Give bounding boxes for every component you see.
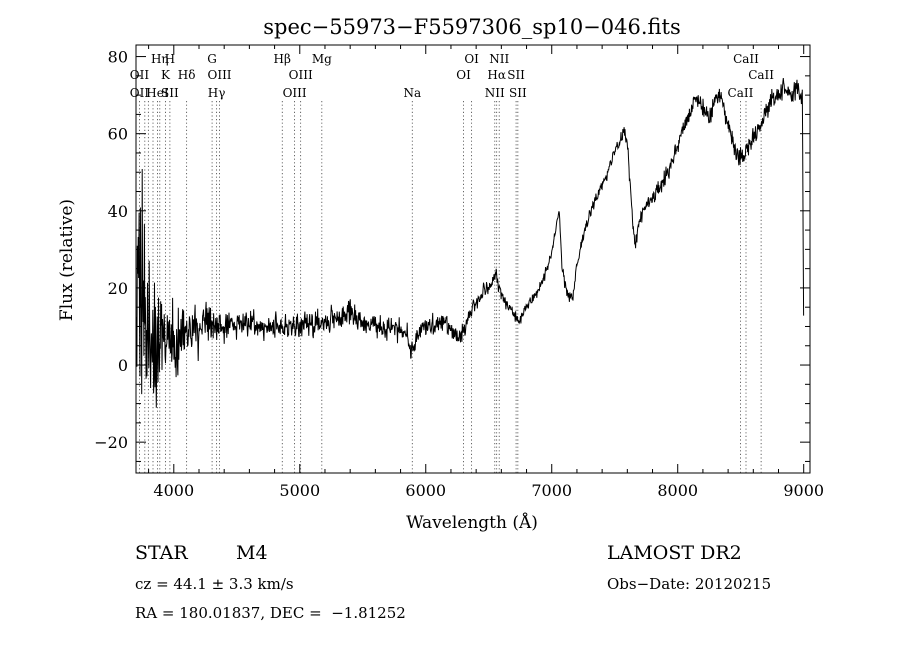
- spectrum-series: [135, 78, 805, 408]
- y-tick-label: 80: [108, 48, 128, 67]
- plot-frame: [135, 44, 811, 474]
- line-label: OIII: [283, 86, 307, 100]
- line-label: OI: [456, 68, 471, 82]
- plot-axes: 4000 5000 6000 7000 8000 9000 −20 0 20 40 60 80: [94, 44, 824, 500]
- coordinates-label: RA = 180.01837, DEC = −1.81252: [135, 604, 406, 622]
- line-label: SII: [161, 86, 179, 100]
- x-tick-label: 8000: [657, 481, 698, 500]
- line-label: OI: [464, 52, 479, 66]
- line-label: CaII: [728, 86, 754, 100]
- line-label: Hδ: [178, 68, 196, 82]
- x-tick-label: 9000: [783, 481, 824, 500]
- spectrum-line: [135, 78, 805, 408]
- line-label: Hη: [151, 52, 169, 66]
- line-label: Hβ: [274, 52, 291, 66]
- line-label: Mg: [312, 52, 332, 66]
- line-label: K: [161, 68, 171, 82]
- y-tick-label: 40: [108, 202, 128, 221]
- line-label: OII: [130, 68, 150, 82]
- y-axis-label: Flux (relative): [57, 199, 77, 321]
- line-label: OIII: [207, 68, 231, 82]
- class-label: STAR: [135, 542, 188, 564]
- obs-date-label: Obs−Date: 20120215: [607, 575, 772, 593]
- chart-title: spec−55973−F5597306_sp10−046.fits: [263, 15, 681, 39]
- line-label: NII: [485, 86, 505, 100]
- y-tick-label: −20: [94, 433, 128, 452]
- line-label: H: [165, 52, 175, 66]
- y-tick-label: 60: [108, 125, 128, 144]
- line-label: HeI: [146, 86, 169, 100]
- subclass-label: M4: [236, 542, 268, 564]
- y-tick-label: 20: [108, 279, 128, 298]
- x-tick-label: 4000: [153, 481, 194, 500]
- line-label: NII: [489, 52, 509, 66]
- line-label: SII: [507, 68, 525, 82]
- redshift-label: cz = 44.1 ± 3.3 km/s: [135, 575, 294, 593]
- line-label: Na: [403, 86, 421, 100]
- x-tick-label: 6000: [405, 481, 446, 500]
- line-label: Hγ: [208, 86, 226, 100]
- line-label: CaII: [748, 68, 774, 82]
- survey-label: LAMOST DR2: [607, 542, 742, 564]
- x-tick-label: 7000: [531, 481, 572, 500]
- line-label: G: [207, 52, 217, 66]
- line-label: CaII: [733, 52, 759, 66]
- emission-line-markers: OIIOIIHeIHηKHSIIHδGHγOIIIHβOIIIOIIIMgNaO…: [130, 52, 774, 473]
- line-label: SII: [509, 86, 527, 100]
- line-label: OIII: [289, 68, 313, 82]
- line-label: Hα: [487, 68, 506, 82]
- x-tick-label: 5000: [279, 481, 320, 500]
- x-axis-label: Wavelength (Å): [406, 512, 538, 533]
- line-label: OII: [130, 86, 150, 100]
- y-tick-label: 0: [118, 356, 128, 375]
